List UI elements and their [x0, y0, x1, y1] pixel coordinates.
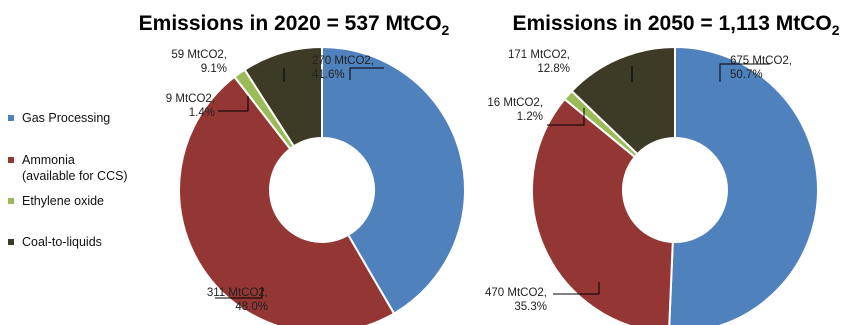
legend-label: Ammonia [22, 153, 75, 167]
legend-swatch [8, 157, 14, 163]
data-label: 171 MtCO2, [508, 49, 570, 61]
data-label: 48.0% [235, 301, 268, 313]
data-label: 59 MtCO2, [171, 49, 227, 61]
data-label: 470 MtCO2, [485, 287, 547, 299]
data-label: 12.8% [537, 63, 570, 75]
data-label: 270 MtCO2, [312, 55, 374, 67]
data-label: 1.2% [517, 111, 543, 123]
data-label: 1.4% [189, 107, 215, 119]
data-label: 16 MtCO2, [487, 97, 543, 109]
data-label: 50.7% [730, 69, 763, 81]
legend-label: Gas Processing [22, 111, 110, 125]
chart-title: Emissions in 2020 = 537 MtCO2 [139, 12, 450, 38]
legend-swatch [8, 198, 14, 204]
legend-label: Ethylene oxide [22, 194, 104, 208]
data-label: 35.3% [514, 301, 547, 313]
data-label: 9.1% [201, 63, 227, 75]
data-label: 675 MtCO2, [730, 55, 792, 67]
data-label: 9 MtCO2, [166, 93, 215, 105]
data-label: 41.6% [312, 69, 345, 81]
gas-processing-slice [669, 47, 818, 325]
legend-swatch [8, 239, 14, 245]
legend-label: Coal-to-liquids [22, 235, 102, 249]
data-label: 311 MtCO2, [207, 287, 268, 299]
legend-swatch [8, 115, 14, 121]
donut-chart-2050: Emissions in 2050 = 1,113 MtCO2 675 MtCO2… [485, 12, 840, 325]
legend: Gas Processing Ammonia (available for CCS)… [8, 111, 128, 249]
chart-title: Emissions in 2050 = 1,113 MtCO2 [512, 12, 839, 38]
donut-chart-2020: Emissions in 2020 = 537 MtCO2 270 MtCO2, 4… [139, 12, 465, 325]
legend-label: (available for CCS) [22, 169, 128, 183]
